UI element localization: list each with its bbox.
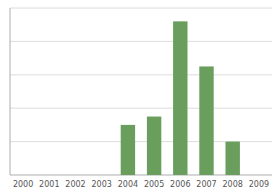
x-tick-label: 2008 [223,180,243,189]
x-tick-label: 2009 [249,180,269,189]
x-tick-label: 2007 [196,180,216,189]
bars [121,21,240,175]
bar [173,21,187,175]
bar [121,125,135,175]
x-tick-label: 2002 [65,180,85,189]
grid-line [10,41,272,42]
grid-line [10,8,272,9]
x-tick-label: 2004 [118,180,138,189]
grid-line [10,74,272,75]
bar [147,117,161,175]
bar [42,175,56,176]
bar [199,66,213,175]
bar [225,142,239,175]
grid [10,8,272,142]
x-tick-label: 2001 [39,180,59,189]
x-tick-label: 2000 [13,180,33,189]
chart-container: 2000 2001 2002 2003 2004 2005 2006 2007 2008 2009 [0,0,280,195]
x-tick-label: 2006 [170,180,190,189]
background [0,0,280,195]
bar [68,175,82,176]
bar [94,175,108,176]
x-tick-label: 2005 [144,180,164,189]
bar [16,175,30,176]
grid-line [10,108,272,109]
y-axis-line [10,8,11,175]
chart: 2000 2001 2002 2003 2004 2005 2006 2007 2008 2009 [0,0,280,195]
bar [252,175,266,176]
x-tick-label: 2003 [92,180,112,189]
